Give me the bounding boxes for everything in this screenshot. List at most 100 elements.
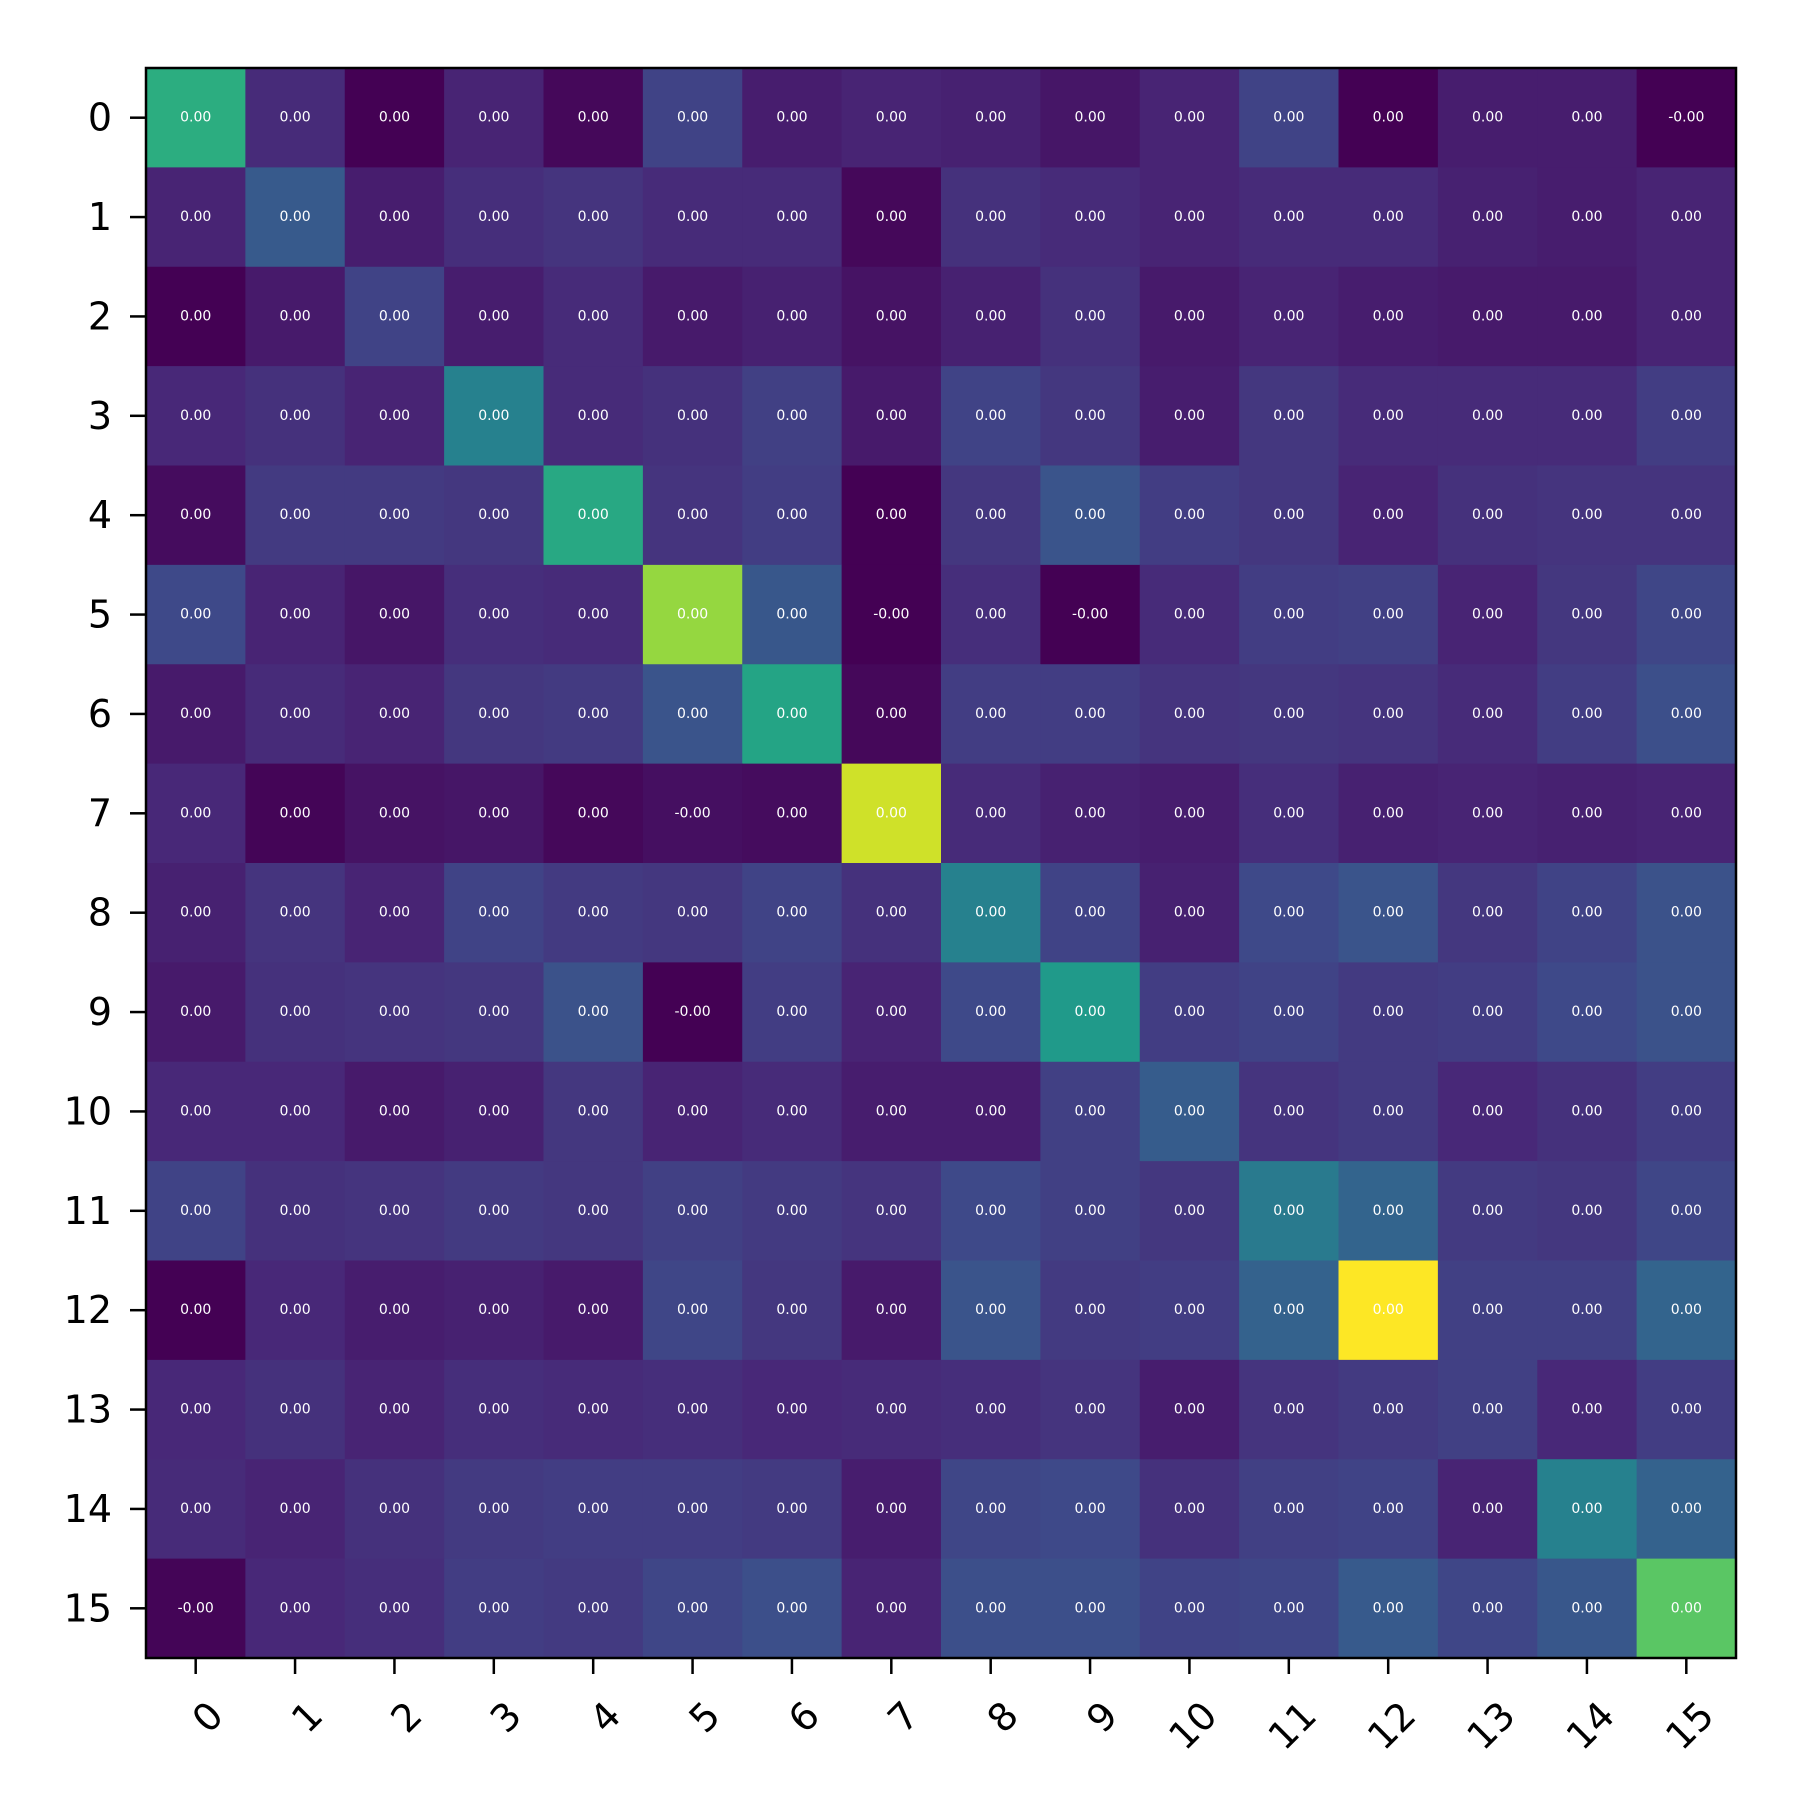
cell-value-label: 0.00 bbox=[180, 507, 211, 523]
heatmap-cell-r14-c12 bbox=[1338, 1459, 1439, 1560]
heatmap-cell-r7-c7 bbox=[841, 763, 942, 864]
heatmap-cell-r4-c13 bbox=[1437, 465, 1538, 566]
heatmap-cell-r12-c6 bbox=[742, 1260, 843, 1361]
cell-value-label: 0.00 bbox=[1472, 1402, 1503, 1418]
heatmap-cell-r10-c13 bbox=[1437, 1061, 1538, 1162]
cell-value-label: 0.00 bbox=[1174, 1004, 1205, 1020]
cell-value-label: 0.00 bbox=[1273, 1600, 1304, 1616]
cell-value-label: 0.00 bbox=[776, 507, 807, 523]
cell-value-label: 0.00 bbox=[379, 408, 410, 424]
heatmap-cell-labels: 0.00 0.00 0.00 0.00 0.00 0.00 0.00 0.00 0.00 0.00… bbox=[178, 110, 1705, 1617]
heatmap-cell-r7-c2 bbox=[344, 763, 445, 864]
heatmap-cell-r15-c0 bbox=[146, 1558, 246, 1659]
heatmap-cell-r15-c10 bbox=[1139, 1558, 1240, 1659]
heatmap-cell-r3-c15 bbox=[1636, 366, 1737, 467]
cell-value-label: 0.00 bbox=[1571, 1004, 1602, 1020]
heatmap-cell-r6-c15 bbox=[1636, 664, 1737, 765]
cell-value-label: 0.00 bbox=[677, 607, 708, 623]
heatmap-cell-r11-c14 bbox=[1537, 1161, 1638, 1262]
cell-value-label: 0.00 bbox=[279, 1302, 310, 1318]
cell-value-label: 0.00 bbox=[1074, 1203, 1105, 1219]
cell-value-label: 0.00 bbox=[279, 1203, 310, 1219]
cell-value-label: 0.00 bbox=[776, 1004, 807, 1020]
cell-value-label: 0.00 bbox=[1074, 1501, 1105, 1517]
heatmap-cell-r9-c9 bbox=[1040, 962, 1141, 1063]
cell-value-label: 0.00 bbox=[578, 905, 609, 921]
heatmap-cell-r4-c15 bbox=[1636, 465, 1737, 566]
heatmap-cell-r2-c11 bbox=[1239, 266, 1340, 367]
heatmap-cell-r0-c9 bbox=[1040, 68, 1141, 168]
heatmap-cell-r2-c8 bbox=[941, 266, 1041, 367]
cell-value-label: 0.00 bbox=[180, 905, 211, 921]
heatmap-cell-r12-c3 bbox=[444, 1260, 545, 1361]
cell-value-label: 0.00 bbox=[975, 1103, 1006, 1119]
heatmap-cell-r1-c2 bbox=[344, 167, 445, 268]
heatmap-cell-r6-c10 bbox=[1139, 664, 1240, 765]
heatmap-cell-r14-c0 bbox=[146, 1459, 246, 1560]
cell-value-label: 0.00 bbox=[578, 706, 609, 722]
heatmap-cell-r2-c3 bbox=[444, 266, 545, 367]
cell-value-label: 0.00 bbox=[1174, 607, 1205, 623]
heatmap-cell-r4-c8 bbox=[941, 465, 1041, 566]
cell-value-label: 0.00 bbox=[578, 1501, 609, 1517]
heatmap-cell-r5-c14 bbox=[1537, 564, 1638, 665]
cell-value-label: 0.00 bbox=[1074, 110, 1105, 126]
heatmap-cell-r7-c3 bbox=[444, 763, 545, 864]
heatmap-cell-r15-c7 bbox=[841, 1558, 942, 1659]
heatmap-cell-r11-c12 bbox=[1338, 1161, 1439, 1262]
cell-value-label: 0.00 bbox=[876, 1402, 907, 1418]
heatmap-cell-r9-c1 bbox=[245, 962, 346, 1063]
cell-value-label: 0.00 bbox=[1074, 1600, 1105, 1616]
cell-value-label: 0.00 bbox=[1571, 1302, 1602, 1318]
heatmap-cell-r12-c15 bbox=[1636, 1260, 1737, 1361]
cell-value-label: 0.00 bbox=[1472, 1203, 1503, 1219]
cell-value-label: 0.00 bbox=[279, 507, 310, 523]
heatmap-cell-r1-c15 bbox=[1636, 167, 1737, 268]
heatmap-cell-r11-c13 bbox=[1437, 1161, 1538, 1262]
heatmap-cell-r1-c3 bbox=[444, 167, 545, 268]
heatmap-cell-r0-c4 bbox=[543, 68, 644, 168]
cell-value-label: 0.00 bbox=[677, 905, 708, 921]
heatmap-cell-r0-c14 bbox=[1537, 68, 1638, 168]
x-tick-label: 1 bbox=[283, 1693, 331, 1741]
heatmap-cell-r2-c0 bbox=[146, 266, 246, 367]
cell-value-label: 0.00 bbox=[180, 308, 211, 324]
cell-value-label: 0.00 bbox=[776, 1203, 807, 1219]
x-tick-label: 5 bbox=[681, 1693, 729, 1741]
y-tick-label: 1 bbox=[88, 195, 112, 239]
cell-value-label: 0.00 bbox=[1373, 805, 1404, 821]
cell-value-label: 0.00 bbox=[1273, 1402, 1304, 1418]
heatmap-cell-r4-c14 bbox=[1537, 465, 1638, 566]
heatmap-cell-r7-c9 bbox=[1040, 763, 1141, 864]
cell-value-label: 0.00 bbox=[279, 905, 310, 921]
heatmap-cell-r8-c5 bbox=[642, 863, 743, 963]
cell-value-label: 0.00 bbox=[1174, 1103, 1205, 1119]
heatmap-cell-r5-c15 bbox=[1636, 564, 1737, 665]
heatmap-cell-r14-c14 bbox=[1537, 1459, 1638, 1560]
heatmap-cell-r1-c11 bbox=[1239, 167, 1340, 268]
cell-value-label: 0.00 bbox=[1074, 905, 1105, 921]
cell-value-label: 0.00 bbox=[1472, 308, 1503, 324]
cell-value-label: 0.00 bbox=[975, 507, 1006, 523]
heatmap-cell-r13-c1 bbox=[245, 1359, 346, 1460]
cell-value-label: 0.00 bbox=[578, 1600, 609, 1616]
cell-value-label: 0.00 bbox=[180, 607, 211, 623]
heatmap-cell-r4-c3 bbox=[444, 465, 545, 566]
heatmap-cell-r12-c9 bbox=[1040, 1260, 1141, 1361]
cell-value-label: 0.00 bbox=[180, 209, 211, 225]
heatmap-cell-r5-c9 bbox=[1040, 564, 1141, 665]
heatmap-cell-r13-c13 bbox=[1437, 1359, 1538, 1460]
heatmap-cell-r14-c1 bbox=[245, 1459, 346, 1560]
heatmap-cell-r2-c12 bbox=[1338, 266, 1439, 367]
cell-value-label: 0.00 bbox=[379, 1402, 410, 1418]
cell-value-label: 0.00 bbox=[1671, 308, 1702, 324]
cell-value-label: 0.00 bbox=[1074, 408, 1105, 424]
heatmap-cell-r0-c11 bbox=[1239, 68, 1340, 168]
cell-value-label: 0.00 bbox=[876, 507, 907, 523]
cell-value-label: 0.00 bbox=[1571, 1402, 1602, 1418]
cell-value-label: 0.00 bbox=[1571, 110, 1602, 126]
heatmap-cell-r11-c5 bbox=[642, 1161, 743, 1262]
cell-value-label: 0.00 bbox=[1273, 905, 1304, 921]
cell-value-label: 0.00 bbox=[379, 507, 410, 523]
cell-value-label: 0.00 bbox=[578, 1103, 609, 1119]
